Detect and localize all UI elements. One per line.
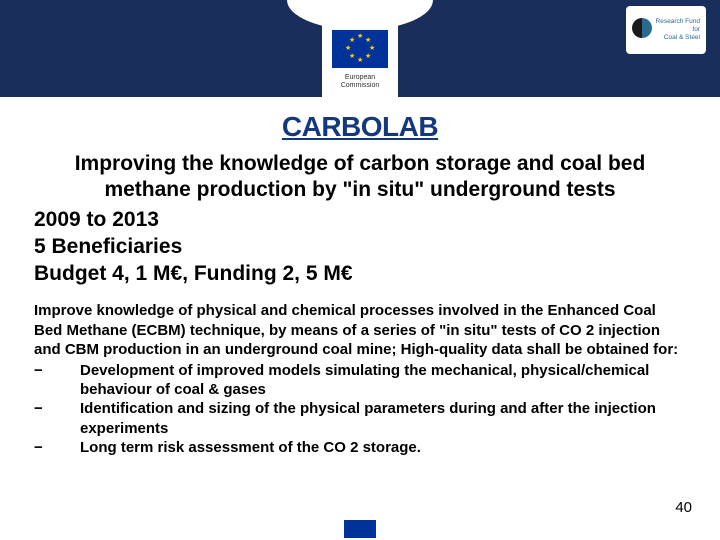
bullet-text: Long term risk assessment of the CO 2 st… [80,438,686,457]
slide-meta: 2009 to 2013 5 Beneficiaries Budget 4, 1… [34,206,686,288]
meta-budget: Budget 4, 1 M€, Funding 2, 5 M€ [34,260,686,287]
ec-label: EuropeanCommission [341,74,380,89]
bullet-text: Development of improved models simulatin… [80,361,686,399]
eu-flag-icon: ★ ★ ★ ★ ★ ★ ★ ★ [332,30,388,68]
bullet-item: − Long term risk assessment of the CO 2 … [34,438,686,457]
rfcs-logo: Research Fund for Coal & Steel [626,6,706,54]
meta-dates: 2009 to 2013 [34,206,686,233]
rfcs-label: Research Fund for Coal & Steel [656,18,700,41]
bullet-item: − Identification and sizing of the physi… [34,399,686,437]
meta-beneficiaries: 5 Beneficiaries [34,233,686,260]
slide-content: CARBOLAB Improving the knowledge of carb… [0,97,720,457]
bullet-item: − Development of improved models simulat… [34,361,686,399]
description: Improve knowledge of physical and chemic… [34,301,686,359]
page-number: 40 [675,499,692,516]
header-bar: ★ ★ ★ ★ ★ ★ ★ ★ EuropeanCommission Resea… [0,0,720,97]
bullet-marker: − [34,438,80,457]
ec-logo: ★ ★ ★ ★ ★ ★ ★ ★ EuropeanCommission [322,12,398,109]
slide-title: CARBOLAB [34,111,686,143]
bullet-marker: − [34,361,80,399]
slide-subtitle: Improving the knowledge of carbon storag… [34,151,686,204]
bullet-marker: − [34,399,80,437]
rfcs-circle-icon [632,18,652,38]
bullet-text: Identification and sizing of the physica… [80,399,686,437]
footer-flag-icon [344,520,376,538]
